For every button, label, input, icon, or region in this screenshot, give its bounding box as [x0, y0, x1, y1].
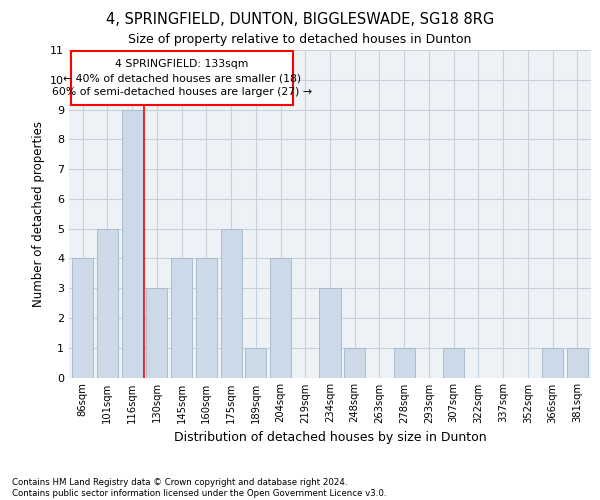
Bar	[270, 258, 291, 378]
Bar	[71, 52, 293, 105]
X-axis label: Distribution of detached houses by size in Dunton: Distribution of detached houses by size …	[173, 431, 487, 444]
Bar	[122, 110, 143, 378]
Text: 4, SPRINGFIELD, DUNTON, BIGGLESWADE, SG18 8RG: 4, SPRINGFIELD, DUNTON, BIGGLESWADE, SG1…	[106, 12, 494, 28]
Bar	[171, 258, 192, 378]
Text: Size of property relative to detached houses in Dunton: Size of property relative to detached ho…	[128, 32, 472, 46]
Bar	[443, 348, 464, 378]
Text: 4 SPRINGFIELD: 133sqm
← 40% of detached houses are smaller (18)
60% of semi-deta: 4 SPRINGFIELD: 133sqm ← 40% of detached …	[52, 60, 312, 98]
Bar	[97, 228, 118, 378]
Bar	[72, 258, 93, 378]
Bar	[567, 348, 588, 378]
Bar	[146, 288, 167, 378]
Bar	[196, 258, 217, 378]
Bar	[542, 348, 563, 378]
Bar	[319, 288, 341, 378]
Bar	[245, 348, 266, 378]
Y-axis label: Number of detached properties: Number of detached properties	[32, 120, 44, 306]
Text: Contains HM Land Registry data © Crown copyright and database right 2024.
Contai: Contains HM Land Registry data © Crown c…	[12, 478, 386, 498]
Bar	[221, 228, 242, 378]
Bar	[344, 348, 365, 378]
Bar	[394, 348, 415, 378]
